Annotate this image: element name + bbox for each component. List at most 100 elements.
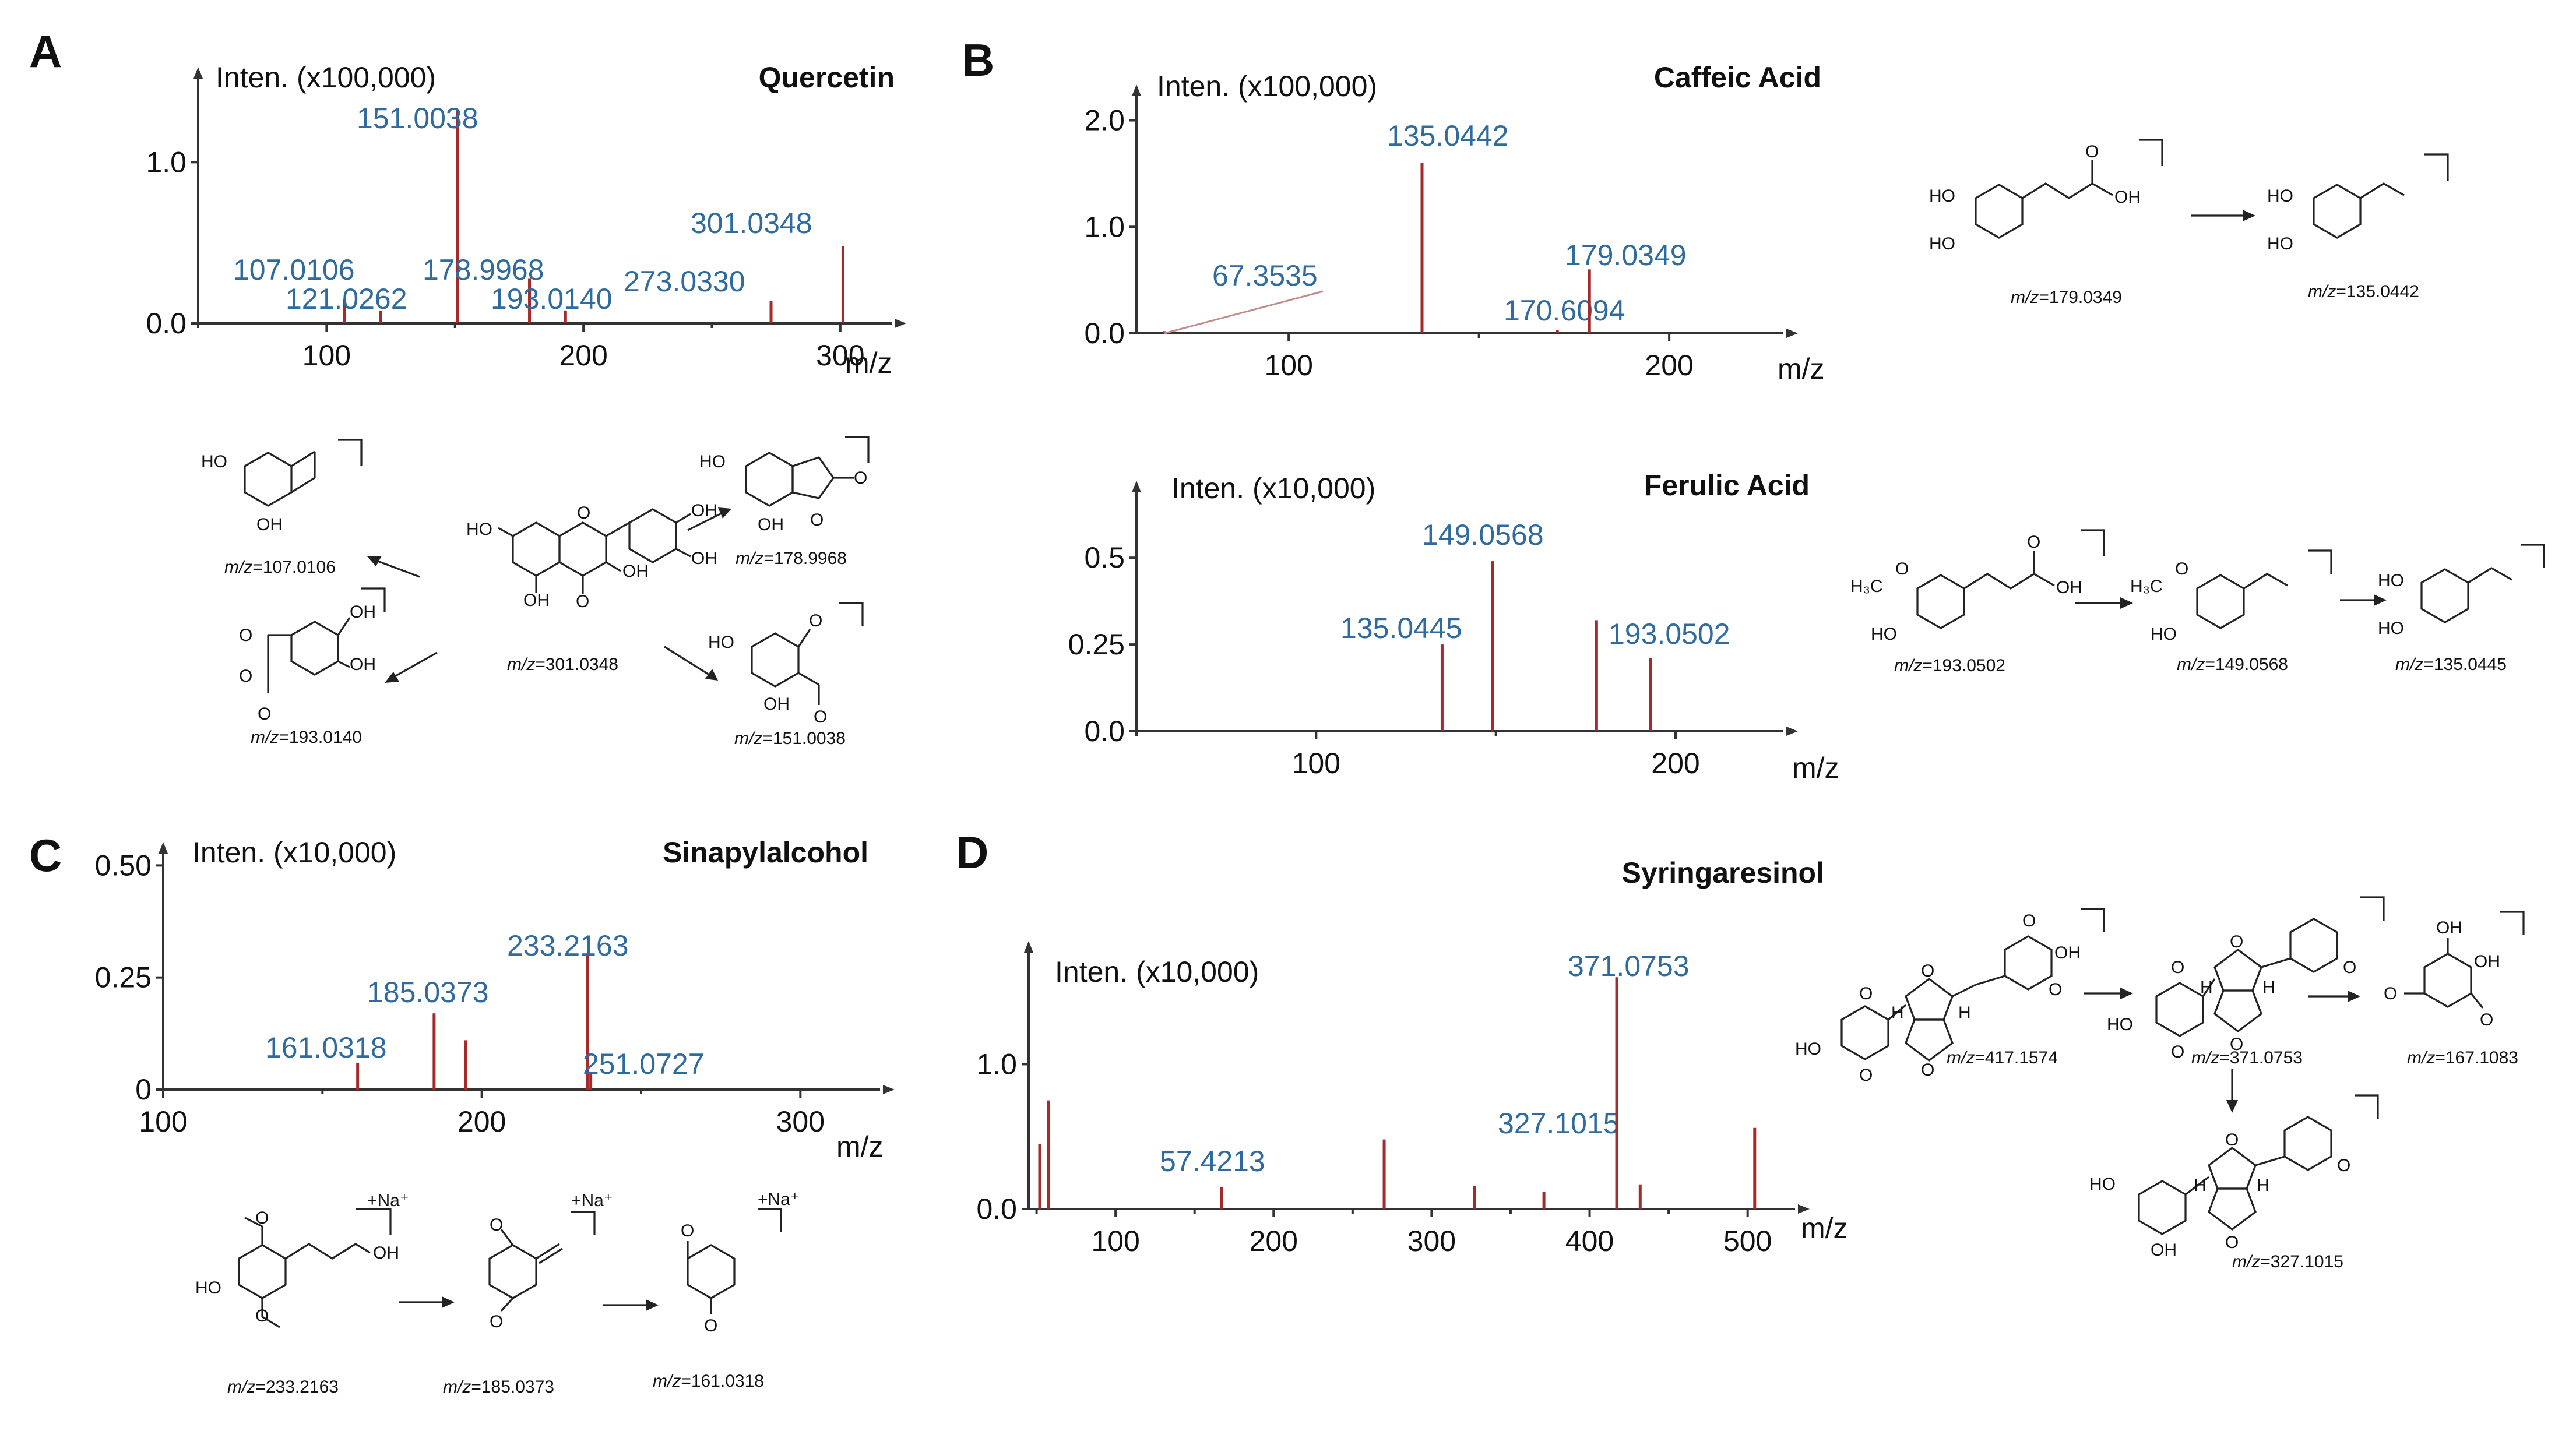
- peak-label: 149.0568: [1422, 519, 1544, 551]
- atom-oh: OH: [350, 602, 376, 622]
- peak-label: 193.0502: [1609, 618, 1730, 650]
- mz-label: m/z=167.1083: [2407, 1048, 2518, 1067]
- x-axis-label: m/z: [836, 1130, 884, 1163]
- y-tick-label: 0.0: [976, 1193, 1017, 1225]
- atom-o: O: [1921, 1060, 1934, 1080]
- quercetin-fragmentation-scheme: HO OH O OH OH OH O m/z=301.0348 HO OH m/…: [201, 436, 870, 748]
- atom-ho: HO: [708, 633, 734, 652]
- atom-o: O: [239, 626, 252, 645]
- fragment-151-structure: HO OH O O: [708, 602, 864, 727]
- peak-label: 327.1015: [1498, 1107, 1620, 1140]
- panel-letter-b: B: [962, 34, 994, 86]
- sinapylalcohol-scheme: HO OH O O +Na⁺ m/z=233.2163 O O +Na⁺ m/z…: [195, 1190, 800, 1397]
- x-axis-label: m/z: [1792, 752, 1839, 784]
- spectrum-b2: 100 200 0.0 0.25 0.5 Ferulic Acid Inten. (x10,…: [1068, 469, 1839, 784]
- atom-o: O: [2225, 1130, 2239, 1150]
- atom-o: O: [1859, 984, 1873, 1003]
- arrow-icon: [687, 512, 723, 531]
- atom-oh: OH: [2114, 188, 2141, 207]
- x-axis-arrow-icon: [1786, 329, 1798, 338]
- peak-label: 273.0330: [624, 265, 745, 298]
- fragment-179-structure: HO OH O O: [699, 436, 870, 534]
- mz-label: m/z=179.0349: [2011, 288, 2122, 307]
- chart-title: Ferulic Acid: [1644, 469, 1810, 502]
- fragment-371-structure: O O H H HO O O O: [2107, 896, 2385, 1062]
- atom-o: O: [2230, 932, 2243, 951]
- peak-label: 151.0038: [357, 102, 478, 135]
- atom-oh: OH: [350, 655, 376, 674]
- atom-oh: OH: [691, 549, 717, 568]
- arrow-icon: [367, 556, 382, 566]
- atom-o: O: [2480, 1010, 2493, 1030]
- mz-label: m/z=161.0318: [653, 1372, 764, 1391]
- peak-leader-line: [1164, 290, 1324, 334]
- fragment-135-structure: HO HO: [2267, 153, 2449, 253]
- fragment-167-structure: O OH OH O: [2384, 911, 2525, 1030]
- atom-ho: HO: [2089, 1175, 2116, 1194]
- atom-oh: OH: [763, 695, 790, 714]
- y-axis-label: Inten. (x10,000): [1055, 956, 1259, 988]
- y-tick-label: 0.0: [1084, 317, 1125, 350]
- arrow-icon: [2120, 597, 2133, 609]
- x-tick-label: 200: [1645, 349, 1693, 382]
- atom-o: O: [1921, 961, 1934, 981]
- x-tick-label: 100: [302, 339, 351, 372]
- y-axis-label: Inten. (x100,000): [216, 61, 436, 94]
- atom-o: O: [810, 510, 824, 530]
- x-tick-label: 400: [1565, 1225, 1614, 1257]
- arrow-icon: [372, 558, 420, 578]
- spectrum-a: 100 200 300 0.0 1.0 Quercetin Inten. (x100,000…: [146, 61, 906, 379]
- peak-label: 121.0262: [286, 283, 407, 315]
- atom-o: O: [2225, 1233, 2239, 1252]
- atom-o: O: [2171, 958, 2184, 977]
- atom-ho: HO: [2267, 186, 2293, 206]
- peak-label: 301.0348: [691, 207, 812, 239]
- atom-o: O: [490, 1215, 503, 1235]
- mz-label: m/z=301.0348: [507, 655, 618, 674]
- mz-label: m/z=185.0373: [443, 1377, 554, 1397]
- atom-o: O: [2337, 1156, 2350, 1175]
- peak-label: 161.0318: [265, 1031, 387, 1064]
- y-axis-arrow-icon: [193, 67, 203, 79]
- y-axis-arrow-icon: [1024, 941, 1033, 953]
- mz-label: m/z=149.0568: [2177, 655, 2288, 674]
- sinapylalcohol-structure: HO OH O O +Na⁺: [195, 1191, 409, 1328]
- atom-o: O: [576, 592, 589, 611]
- x-tick-label: 200: [1250, 1225, 1298, 1257]
- atom-o: O: [1895, 559, 1909, 579]
- atom-h3c: H₃C: [1850, 577, 1883, 596]
- atom-o: O: [255, 1208, 269, 1228]
- atom-o: O: [490, 1312, 503, 1331]
- caffeic-acid-scheme: HO HO O OH m/z=179.0349 HO HO m/z=135.04…: [1929, 139, 2449, 307]
- atom-o: O: [2022, 911, 2036, 930]
- mz-label: m/z=151.0038: [734, 729, 846, 748]
- atom-ho: HO: [2151, 625, 2177, 644]
- y-tick-label: 2.0: [1084, 104, 1125, 137]
- syringaresinol-structure: O O H H HO OH O O O O: [1795, 908, 2105, 1085]
- atom-oh: OH: [2436, 918, 2462, 937]
- quercetin-structure: HO OH O OH OH OH O: [466, 501, 717, 611]
- spectrum-c: 100 200 300 0 0.25 0.50 Sinapylalcohol Inten. (…: [95, 836, 895, 1163]
- peak-label: 185.0373: [367, 976, 489, 1009]
- arrow-icon: [664, 646, 712, 677]
- peak-label: 170.6094: [1504, 294, 1625, 327]
- atom-ho: HO: [1871, 625, 1897, 644]
- arrow-icon: [2348, 991, 2360, 1002]
- y-tick-label: 0: [135, 1073, 152, 1106]
- atom-o: O: [2175, 559, 2188, 579]
- mz-label: m/z=371.0753: [2191, 1048, 2303, 1067]
- caffeic-acid-structure: HO HO O OH: [1929, 139, 2163, 253]
- atom-o: O: [2384, 984, 2397, 1003]
- atom-ho: HO: [699, 452, 726, 471]
- y-tick-label: 0.50: [95, 849, 152, 882]
- x-tick-label: 300: [816, 339, 864, 372]
- atom-h: H: [2200, 978, 2213, 997]
- x-tick-label: 300: [776, 1105, 825, 1138]
- chart-title: Sinapylalcohol: [663, 836, 868, 869]
- arrow-icon: [2120, 988, 2133, 999]
- atom-h3c: H₃C: [2130, 577, 2163, 596]
- arrow-icon: [718, 507, 731, 519]
- arrow-icon: [442, 1296, 455, 1308]
- x-axis-label: m/z: [845, 347, 892, 379]
- atom-o: O: [681, 1221, 694, 1240]
